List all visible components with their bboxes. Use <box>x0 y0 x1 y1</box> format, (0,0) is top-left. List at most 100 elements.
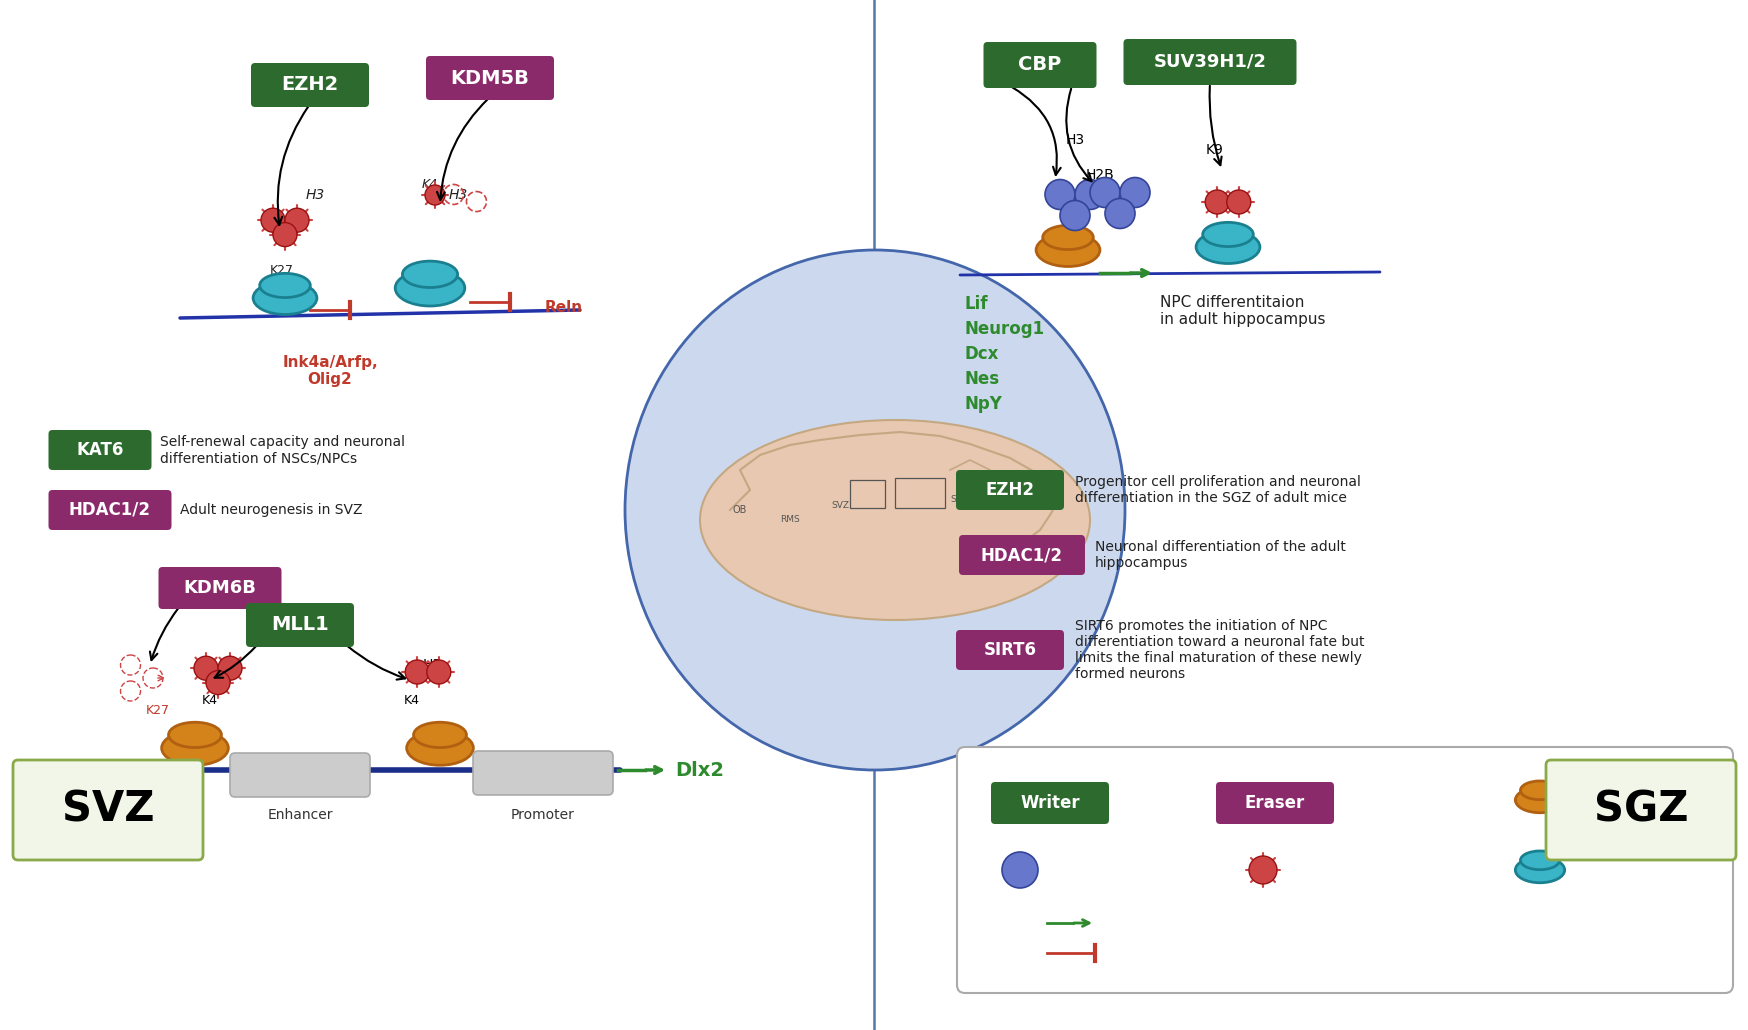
Ellipse shape <box>168 722 222 748</box>
Text: MLL1: MLL1 <box>271 616 329 634</box>
Text: K4: K4 <box>404 693 420 707</box>
Circle shape <box>1105 199 1134 229</box>
Ellipse shape <box>259 273 309 298</box>
Text: gene: gene <box>995 916 1030 930</box>
Text: Enhancer: Enhancer <box>267 808 332 822</box>
FancyBboxPatch shape <box>49 490 171 530</box>
Text: K4: K4 <box>201 693 218 707</box>
Text: SGZ: SGZ <box>949 495 968 505</box>
Text: H3: H3 <box>218 658 238 672</box>
FancyBboxPatch shape <box>49 430 152 470</box>
FancyBboxPatch shape <box>1122 39 1295 85</box>
Ellipse shape <box>407 730 474 765</box>
Text: Adult neurogenesis in SVZ: Adult neurogenesis in SVZ <box>180 503 362 517</box>
Text: H3: H3 <box>423 658 440 672</box>
Text: Eraser: Eraser <box>1245 794 1304 812</box>
Circle shape <box>427 660 451 684</box>
Text: H3: H3 <box>1065 133 1084 147</box>
Text: Eraser: Eraser <box>1339 795 1388 811</box>
Circle shape <box>260 208 285 232</box>
FancyBboxPatch shape <box>956 470 1063 510</box>
Circle shape <box>1248 856 1276 884</box>
Ellipse shape <box>624 250 1124 770</box>
Ellipse shape <box>413 722 467 748</box>
Text: Writer: Writer <box>1019 794 1079 812</box>
Ellipse shape <box>1519 781 1559 799</box>
Text: SVZ: SVZ <box>61 789 154 831</box>
Ellipse shape <box>699 420 1089 620</box>
Text: OB: OB <box>732 505 746 515</box>
FancyBboxPatch shape <box>956 630 1063 670</box>
Ellipse shape <box>395 270 465 306</box>
FancyBboxPatch shape <box>956 747 1732 993</box>
Circle shape <box>1044 179 1075 209</box>
Circle shape <box>425 185 444 205</box>
Text: TF: TF <box>531 765 552 781</box>
Text: SUV39H1/2: SUV39H1/2 <box>1154 53 1266 71</box>
FancyBboxPatch shape <box>958 535 1084 575</box>
Text: KDM5B: KDM5B <box>451 69 530 88</box>
Circle shape <box>273 222 297 246</box>
Text: EZH2: EZH2 <box>984 481 1033 499</box>
FancyBboxPatch shape <box>991 782 1108 824</box>
Text: Self-renewal capacity and neuronal
differentiation of NSCs/NPCs: Self-renewal capacity and neuronal diffe… <box>159 435 406 466</box>
Circle shape <box>194 656 218 680</box>
Text: K4: K4 <box>421 178 439 192</box>
Ellipse shape <box>1203 222 1253 246</box>
Circle shape <box>1075 179 1105 209</box>
FancyBboxPatch shape <box>159 566 281 609</box>
Text: Promoter: Promoter <box>510 808 575 822</box>
Text: KDM6B: KDM6B <box>184 579 257 597</box>
Ellipse shape <box>1519 851 1559 869</box>
Text: EZH2: EZH2 <box>281 75 339 95</box>
Text: SGZ: SGZ <box>1592 789 1687 831</box>
Bar <box>850 480 884 508</box>
FancyBboxPatch shape <box>1215 782 1334 824</box>
Text: Lif
Neurog1
Dcx
Nes
NpY: Lif Neurog1 Dcx Nes NpY <box>965 295 1045 413</box>
Text: Reln: Reln <box>545 301 582 315</box>
Text: CBP: CBP <box>1017 56 1061 74</box>
Text: Writer: Writer <box>1112 795 1159 811</box>
Ellipse shape <box>1196 231 1259 264</box>
Text: H3: H3 <box>447 188 467 202</box>
Ellipse shape <box>1514 857 1564 883</box>
Text: Il2b: Il2b <box>283 767 316 783</box>
Circle shape <box>1089 177 1119 207</box>
Text: H2B: H2B <box>1086 168 1113 182</box>
Text: K9: K9 <box>1206 143 1224 157</box>
Text: Dlx2: Dlx2 <box>675 760 724 780</box>
Text: Ink4a/Arfp,
Olig2: Ink4a/Arfp, Olig2 <box>281 355 378 387</box>
Text: NPC differentitaion
in adult hippocampus: NPC differentitaion in adult hippocampus <box>1159 295 1325 328</box>
Circle shape <box>406 660 428 684</box>
Ellipse shape <box>1514 787 1564 813</box>
Circle shape <box>285 208 309 232</box>
Ellipse shape <box>1042 226 1092 249</box>
Text: gene: gene <box>995 946 1030 960</box>
Text: Methylation: Methylation <box>1288 862 1379 878</box>
Text: Condensed
chromatin: Condensed chromatin <box>1578 854 1664 886</box>
FancyBboxPatch shape <box>427 56 554 100</box>
FancyBboxPatch shape <box>231 753 371 797</box>
Text: RMS: RMS <box>780 515 799 524</box>
Text: SIRT6: SIRT6 <box>982 641 1037 659</box>
FancyBboxPatch shape <box>246 603 353 647</box>
Bar <box>895 478 944 508</box>
FancyBboxPatch shape <box>252 63 369 107</box>
Text: Acetylation: Acetylation <box>1049 862 1134 878</box>
Text: SVZ: SVZ <box>830 501 848 510</box>
Circle shape <box>206 671 231 694</box>
Text: Relaxed
chromatin: Relaxed chromatin <box>1578 787 1657 819</box>
Text: Neuronal differentiation of the adult
hippocampus: Neuronal differentiation of the adult hi… <box>1094 540 1346 570</box>
Ellipse shape <box>253 281 316 314</box>
FancyBboxPatch shape <box>12 760 203 860</box>
Text: K27: K27 <box>269 264 294 276</box>
Ellipse shape <box>1035 234 1099 267</box>
Text: H3: H3 <box>306 188 325 202</box>
Circle shape <box>1119 177 1150 207</box>
Text: HDAC1/2: HDAC1/2 <box>981 546 1063 564</box>
Ellipse shape <box>402 262 458 287</box>
Text: Progenitor cell proliferation and neuronal
differentiation in the SGZ of adult m: Progenitor cell proliferation and neuron… <box>1075 475 1360 505</box>
Text: K27: K27 <box>145 703 170 717</box>
Text: HDAC1/2: HDAC1/2 <box>68 501 150 519</box>
Circle shape <box>1002 852 1037 888</box>
